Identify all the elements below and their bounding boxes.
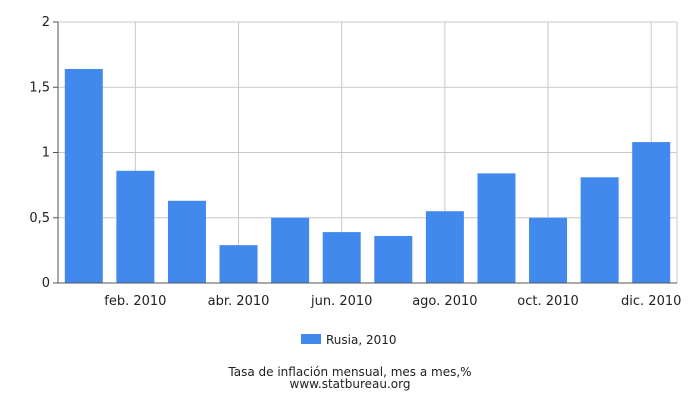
legend-swatch (301, 334, 321, 344)
chart-caption: Tasa de inflación mensual, mes a mes,% (227, 365, 471, 379)
y-tick-label: 2 (42, 15, 50, 30)
bar-12[interactable] (632, 142, 671, 283)
bar-11[interactable] (580, 177, 619, 283)
bars (64, 68, 671, 283)
source-link[interactable]: www.statbureau.org (290, 377, 411, 391)
x-tick-label: dic. 2010 (621, 294, 681, 309)
x-tick-label: abr. 2010 (208, 294, 270, 309)
y-axis-ticks: 0 0,5 1 1,5 2 (29, 15, 58, 291)
x-tick-label: ago. 2010 (412, 294, 477, 309)
x-tick-label: feb. 2010 (104, 294, 166, 309)
bar-9[interactable] (477, 173, 516, 283)
x-tick-label: jun. 2010 (310, 294, 372, 309)
bar-6[interactable] (322, 232, 361, 283)
bar-7[interactable] (374, 236, 413, 283)
x-axis-ticks: feb. 2010 abr. 2010 jun. 2010 ago. 2010 oct.… (104, 294, 681, 309)
bar-1[interactable] (64, 68, 103, 283)
y-tick-label: 1 (42, 146, 50, 161)
bar-4[interactable] (219, 245, 258, 283)
bar-10[interactable] (529, 217, 568, 283)
legend-label: Rusia, 2010 (326, 333, 397, 347)
bar-2[interactable] (116, 170, 155, 283)
bar-5[interactable] (271, 217, 310, 283)
x-tick-label: oct. 2010 (517, 294, 579, 309)
y-tick-label: 0 (42, 276, 50, 291)
legend: Rusia, 2010 (301, 333, 397, 347)
y-tick-label: 1,5 (29, 80, 50, 95)
y-tick-label: 0,5 (29, 211, 50, 226)
bar-8[interactable] (425, 211, 464, 283)
bar-3[interactable] (167, 200, 206, 283)
